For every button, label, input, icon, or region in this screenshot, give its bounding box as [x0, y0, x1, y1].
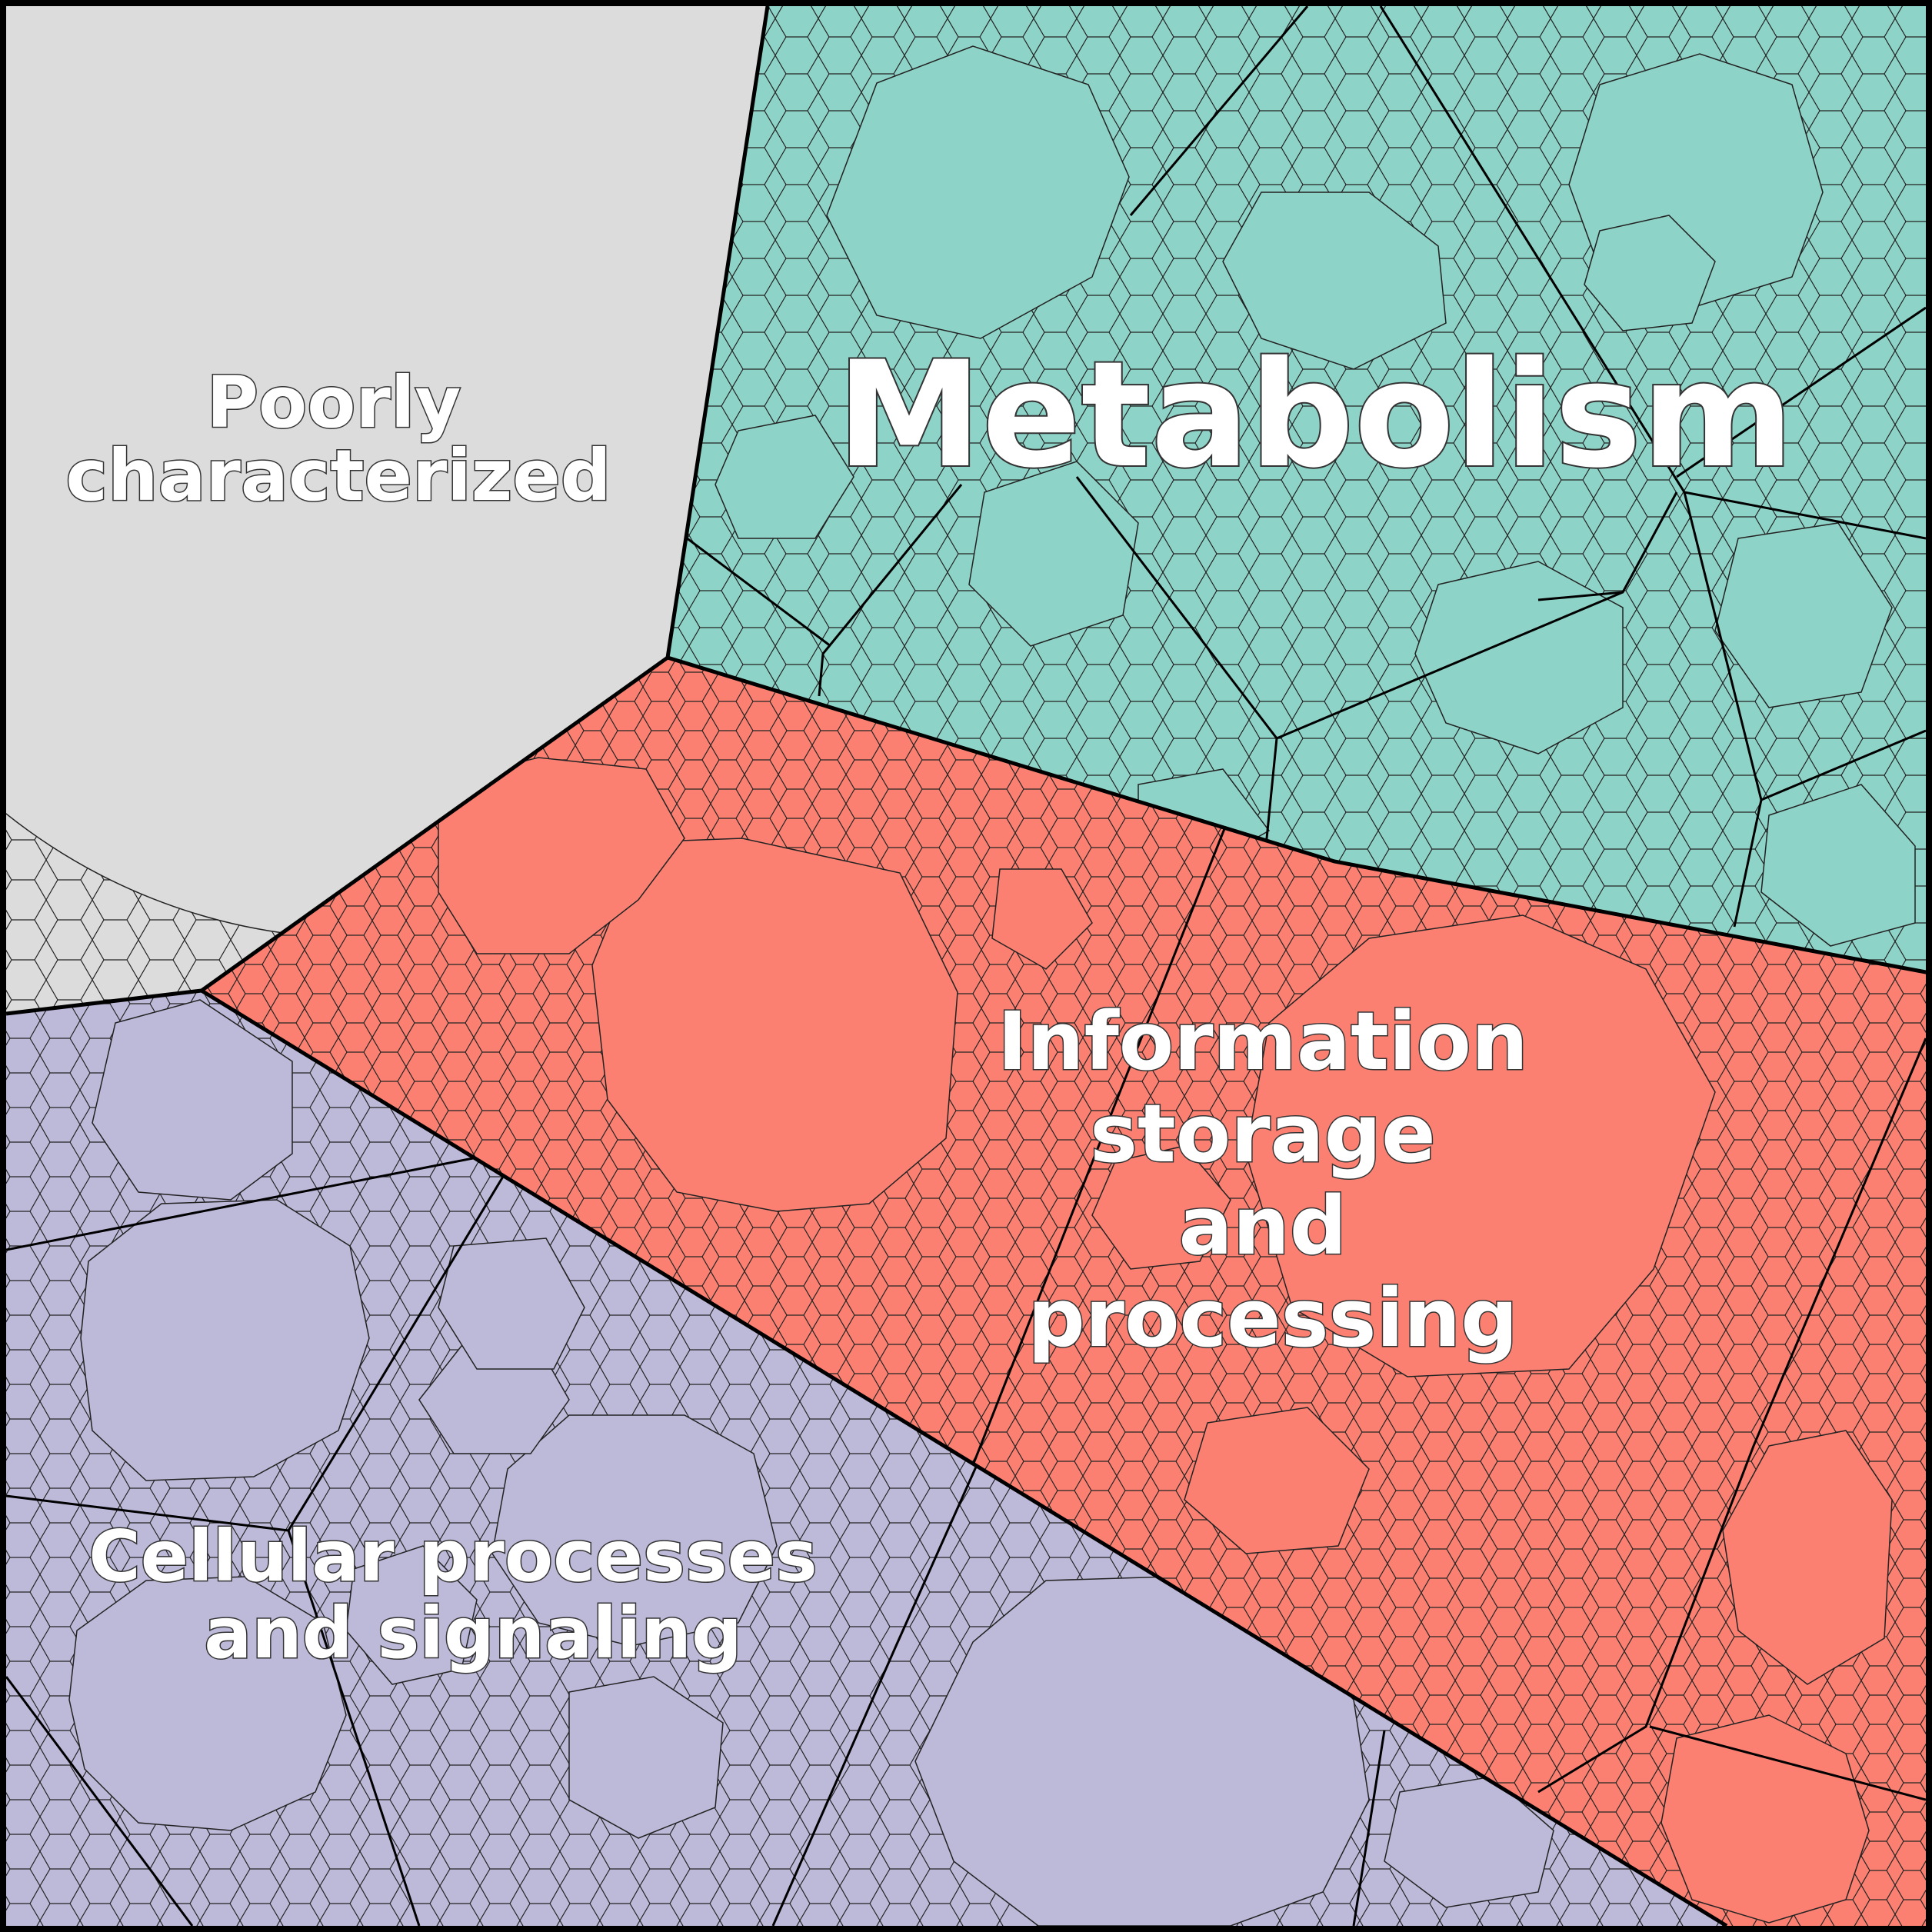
label-poorly-line-2: characterized — [65, 435, 611, 517]
label-information-line-3: and — [1179, 1179, 1347, 1273]
label-cellular-line-2: and signaling — [204, 1592, 742, 1674]
label-poorly-line-1: Poorly — [207, 361, 461, 444]
label-cellular-processes: Cellular processes and signaling — [88, 1515, 842, 1674]
label-cellular-line-1: Cellular processes — [88, 1515, 818, 1597]
label-poorly-characterized: Poorly characterized — [65, 361, 611, 517]
label-information-line-1: Information — [998, 994, 1528, 1088]
label-information-storage: Information storage and processing — [998, 994, 1556, 1365]
label-information-line-2: storage — [1090, 1087, 1436, 1181]
category-borders — [5, 5, 1927, 1928]
label-information-line-4: processing — [1028, 1271, 1517, 1365]
label-metabolism-line-1: Metabolism — [837, 330, 1794, 500]
label-metabolism: Metabolism — [837, 330, 1794, 500]
